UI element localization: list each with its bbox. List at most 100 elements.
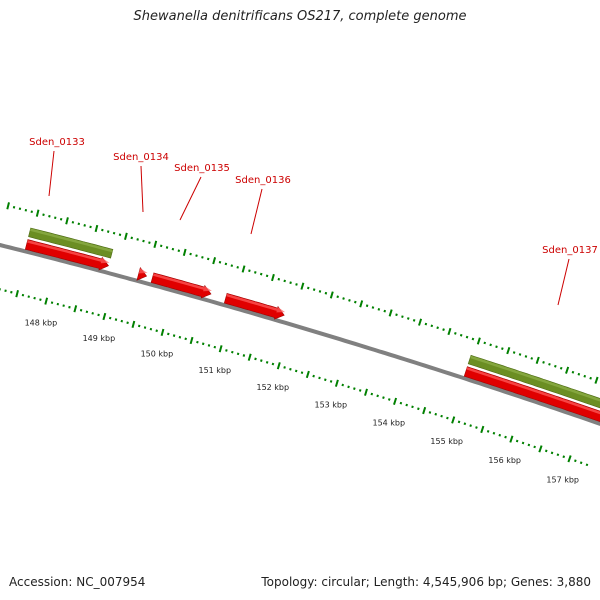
inner-minor-tick [242,354,246,357]
genome-backbone [0,242,600,426]
gene-highlight [466,367,600,415]
outer-minor-tick [236,266,239,269]
outer-major-tick [6,202,10,210]
inner-major-tick [451,416,456,424]
outer-minor-tick [265,274,269,278]
gene-highlight [138,268,148,274]
inner-minor-tick [254,357,257,361]
outer-minor-tick [171,247,175,251]
inner-major-tick [44,297,49,305]
outer-tick-track [6,202,599,384]
outer-major-tick [506,346,511,355]
kbp-label: 155 kbp [430,437,463,446]
outer-minor-tick [106,230,110,233]
inner-major-tick [218,345,223,353]
inner-minor-tick [114,318,118,321]
inner-minor-tick [556,453,560,457]
kbp-label: 154 kbp [372,418,405,427]
inner-minor-tick [149,327,153,331]
inner-major-tick [247,353,252,361]
outer-minor-tick [148,241,151,244]
outer-minor-tick [24,208,28,212]
inner-minor-tick [10,290,13,294]
inner-minor-tick [387,398,391,401]
inner-minor-tick [120,319,124,323]
outer-minor-tick [18,207,22,211]
inner-minor-tick [341,383,345,387]
outer-minor-tick [395,313,398,317]
gene-label-sden_0137: Sden_0137 [542,245,598,256]
inner-minor-tick [27,295,30,298]
outer-minor-tick [195,254,198,257]
inner-minor-tick [475,426,478,429]
outer-major-tick [94,224,99,233]
outer-major-tick [182,248,187,257]
outer-major-tick [447,327,452,336]
gene-label-sden_0133: Sden_0133 [29,137,85,148]
gene-highlight [30,228,113,253]
gene-leader-line [140,165,144,213]
inner-minor-tick [324,378,327,382]
inner-minor-tick [4,289,7,293]
outer-minor-tick [371,306,375,309]
inner-minor-tick [347,385,350,389]
gene-highlight [153,273,212,292]
inner-major-tick [567,455,572,463]
outer-minor-tick [283,279,286,283]
inner-major-tick [509,435,514,443]
map-title: Shewanella denitrificans OS217, complete… [133,9,467,24]
inner-minor-tick [68,305,71,309]
gene-leader-line [557,258,570,306]
gene-label-sden_0134: Sden_0134 [113,152,169,163]
outer-minor-tick [83,224,86,227]
outer-major-tick [35,209,40,217]
inner-minor-tick [498,433,502,437]
inner-minor-tick [126,321,129,325]
inner-minor-tick [457,420,461,424]
inner-minor-tick [463,422,467,426]
inner-minor-tick [91,312,94,315]
accession-text: Accession: NC_007954 [9,575,146,589]
inner-minor-tick [184,337,187,341]
outer-minor-tick [77,222,81,226]
outer-minor-tick [89,225,92,229]
inner-tick-track [0,288,589,467]
inner-minor-tick [56,302,60,306]
inner-minor-tick [358,389,362,392]
kbp-label: 150 kbp [141,350,174,359]
outer-minor-tick [489,343,492,347]
outer-minor-tick [30,210,33,214]
outer-major-tick [329,291,334,299]
inner-minor-tick [312,374,315,378]
outer-minor-tick [54,216,57,220]
inner-minor-tick [260,359,263,362]
outer-minor-tick [406,317,410,320]
outer-minor-tick [354,300,357,304]
kbp-label: 149 kbp [83,334,116,343]
outer-minor-tick [71,221,75,224]
outer-minor-tick [424,322,428,326]
inner-minor-tick [143,326,147,329]
gene-arrow-sden_0134 [136,267,148,281]
kbp-label-layer: 148 kbp 149 kbp 150 kbp 151 kbp 152 kbp 153 k… [25,319,579,485]
inner-minor-tick [97,313,100,317]
inner-minor-tick [492,431,496,435]
inner-minor-tick [50,301,54,304]
inner-minor-tick [300,371,304,374]
inner-minor-tick [562,455,566,459]
outer-minor-tick [289,281,292,285]
outer-minor-tick [59,217,63,221]
outer-minor-tick [365,304,369,308]
outer-major-tick [212,257,217,265]
inner-minor-tick [515,439,519,443]
inner-minor-tick [440,414,443,418]
outer-major-tick [565,366,570,374]
inner-minor-tick [196,340,199,344]
gene-arrow-sden_0137 [463,366,600,423]
outer-minor-tick [259,272,263,276]
inner-minor-tick [504,435,507,439]
outer-major-tick [359,300,364,308]
inner-minor-tick [370,392,374,396]
inner-minor-tick [399,401,403,405]
outer-minor-tick [583,374,587,378]
